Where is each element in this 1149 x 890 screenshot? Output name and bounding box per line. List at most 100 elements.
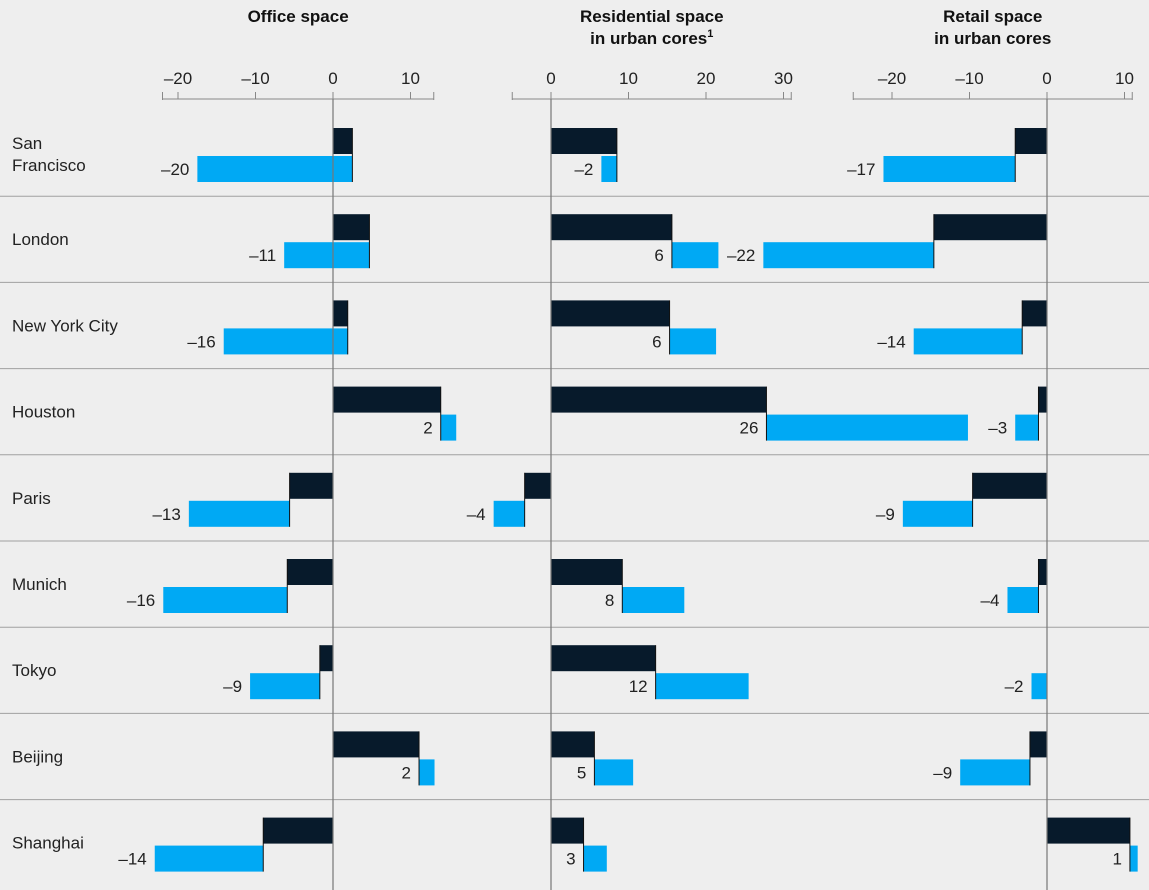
bar-change [583,845,607,872]
bar-dark [1015,128,1047,154]
data-label: –14 [118,850,146,869]
bar-change [250,673,320,700]
bar-dark [524,472,551,499]
data-label: –22 [727,246,755,265]
data-label: –2 [574,160,593,179]
bar-change [163,587,288,613]
data-label: –3 [988,419,1007,438]
footnote-marker: 1 [707,28,713,40]
bar-dark [551,645,656,672]
bar-change [655,673,749,700]
bar-dark [319,645,333,672]
data-label: –4 [467,505,486,524]
bar-change [1129,845,1138,872]
bar-dark [333,386,441,413]
data-label: –11 [249,246,276,265]
bar-change [223,328,348,355]
bar-dark [551,214,672,241]
bar-change [1031,673,1047,700]
bar-change [197,156,353,182]
bar-change [493,500,525,527]
bar-change [671,242,719,269]
tick-label: –10 [241,69,269,88]
bar-dark [333,300,348,327]
bar-change [594,759,634,786]
bar-dark [289,472,333,499]
data-label: 2 [402,763,411,782]
bar-change [154,845,264,872]
data-label: 2 [423,419,432,438]
data-label: 6 [652,332,661,351]
tick-label: –10 [955,69,983,88]
panel-title-1-line-1: Residential space [580,7,724,26]
bar-change [188,500,290,527]
data-label: –16 [187,332,215,351]
bar-dark [972,472,1047,499]
city-label-1: London [12,230,69,249]
bar-dark [551,731,595,758]
data-label: –16 [127,591,155,610]
panel-title-2-line-1: Retail space [943,7,1042,26]
bar-change [766,414,968,441]
bar-dark [1038,559,1047,585]
data-label: –14 [877,332,905,351]
data-label: 8 [605,591,614,610]
data-label: –13 [152,505,180,524]
city-label-2: New York City [12,316,118,335]
tick-label: 10 [401,69,420,88]
tick-label: 0 [1042,69,1051,88]
bar-dark [1029,731,1047,758]
data-label: 5 [577,763,586,782]
bar-dark [1047,817,1130,844]
tick-label: 30 [774,69,793,88]
bar-dark [551,300,670,327]
tick-label: 10 [619,69,638,88]
bar-dark [333,214,370,241]
tick-label: –20 [164,69,192,88]
city-label-3: Houston [12,403,75,422]
bar-change [419,759,435,786]
tick-label: 0 [328,69,337,88]
city-label-4: Paris [12,489,51,508]
bar-dark [933,214,1047,241]
data-label: 12 [629,677,648,696]
data-label: 6 [654,246,663,265]
tick-label: 20 [697,69,716,88]
bar-change [763,242,934,269]
bar-dark [333,731,420,758]
bar-change [960,759,1030,786]
data-label: 3 [566,850,575,869]
bar-change [913,328,1023,355]
data-label: –9 [933,763,952,782]
bar-change [1015,414,1039,441]
bar-dark [1022,300,1047,327]
bar-change [883,156,1016,182]
data-label: –2 [1005,677,1024,696]
bar-change [622,587,685,613]
data-label: –17 [847,160,875,179]
bar-dark [551,559,623,585]
city-label-7: Beijing [12,747,63,766]
bar-change [902,500,973,527]
data-label: –9 [223,677,242,696]
tick-label: –20 [878,69,906,88]
data-label: 1 [1112,850,1121,869]
data-label: –20 [161,160,189,179]
bar-change [284,242,370,269]
data-label: –9 [876,505,895,524]
data-label: –4 [981,591,1000,610]
bar-change [440,414,457,441]
tick-label: 0 [546,69,555,88]
bar-dark [551,386,767,413]
city-label-8: Shanghai [12,834,84,853]
panel-title-1-line-2: in urban cores1 [590,28,713,48]
bar-dark [1038,386,1047,413]
city-label-5: Munich [12,575,67,594]
city-label-6: Tokyo [12,661,56,680]
bar-dark [551,817,584,844]
city-label-0: San Francisco [12,134,86,175]
bar-dark [287,559,333,585]
panel-title-0: Office space [248,7,349,26]
tick-label: 10 [1115,69,1134,88]
